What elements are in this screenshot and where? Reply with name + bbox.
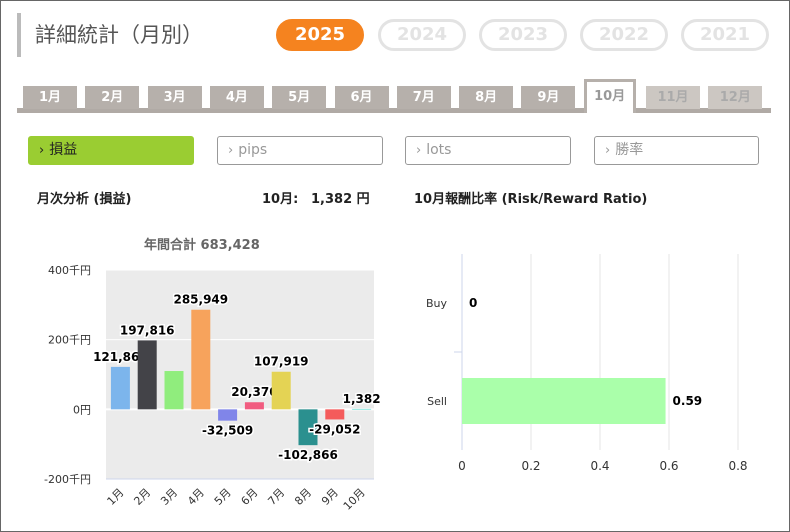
data-label: -102,866 bbox=[278, 448, 338, 462]
x-tick-label: 3月 bbox=[158, 486, 180, 508]
data-label: 1,382 bbox=[343, 392, 381, 406]
tab-month-9[interactable]: 9月 bbox=[521, 86, 576, 109]
bar-3月[interactable] bbox=[164, 371, 184, 410]
tab-month-5[interactable]: 5月 bbox=[272, 86, 327, 109]
chevron-right-icon: › bbox=[416, 143, 422, 158]
metric-label: 勝率 bbox=[615, 142, 644, 158]
x-tick-label: 1月 bbox=[105, 486, 127, 508]
metric-label: lots bbox=[426, 142, 452, 158]
data-label: 0.59 bbox=[673, 394, 703, 408]
metric-button-winrate[interactable]: › 勝率 bbox=[594, 136, 759, 165]
x-tick-label: 6月 bbox=[239, 486, 261, 508]
x-tick-label: 2月 bbox=[131, 486, 153, 508]
year-button-2021[interactable]: 2021 bbox=[681, 19, 769, 51]
x-tick-label: 5月 bbox=[212, 486, 234, 508]
x-tick-label: 8月 bbox=[292, 486, 314, 508]
x-tick-label: 0.4 bbox=[590, 459, 609, 473]
tab-month-1[interactable]: 1月 bbox=[23, 86, 77, 109]
current-month-value: 1,382 円 bbox=[311, 192, 370, 207]
x-tick-label: 0.8 bbox=[728, 459, 747, 473]
data-label: 20,370 bbox=[231, 385, 277, 399]
x-tick-label: 4月 bbox=[185, 486, 207, 508]
data-label: 197,816 bbox=[120, 323, 175, 337]
year-button-2025[interactable]: 2025 bbox=[276, 19, 364, 51]
x-tick-label: 10月 bbox=[341, 486, 368, 513]
year-button-2024[interactable]: 2024 bbox=[378, 19, 466, 51]
y-tick-label: 400千円 bbox=[48, 264, 91, 277]
tab-month-12[interactable]: 12月 bbox=[708, 86, 763, 109]
bar-10月[interactable] bbox=[352, 408, 372, 410]
rr-ratio-chart: 0 0.2 0.4 0.6 0.8 Buy 0 Sell 0.59 bbox=[426, 254, 748, 473]
metric-button-profit[interactable]: › 損益 bbox=[28, 136, 194, 165]
metric-button-lots[interactable]: › lots bbox=[405, 136, 571, 165]
tab-month-8[interactable]: 8月 bbox=[459, 86, 514, 109]
y-tick-label: -200千円 bbox=[44, 473, 91, 486]
x-tick-label: 7月 bbox=[265, 486, 287, 508]
x-tick-label: 0.2 bbox=[521, 459, 540, 473]
data-label: 0 bbox=[469, 296, 477, 310]
x-tick-label: 9月 bbox=[319, 486, 341, 508]
y-tick-label: 200千円 bbox=[48, 334, 91, 347]
monthly-analysis-heading: 月次分析 (損益) bbox=[37, 192, 132, 207]
data-label: 121,866 bbox=[93, 350, 148, 364]
bar-8月[interactable] bbox=[298, 409, 318, 446]
bar-5月[interactable] bbox=[218, 409, 238, 421]
chevron-right-icon: › bbox=[39, 143, 45, 158]
tab-month-6[interactable]: 6月 bbox=[334, 86, 389, 109]
data-label: 107,919 bbox=[254, 355, 309, 369]
monthly-pnl-chart: 400千円 200千円 0円 -200千円 121,866 1月 197,816 2月 3月 28… bbox=[44, 264, 382, 513]
chevron-right-icon: › bbox=[605, 143, 611, 158]
bar-4月[interactable] bbox=[191, 309, 211, 410]
data-label: -32,509 bbox=[202, 424, 253, 438]
page-title: 詳細統計（月別） bbox=[35, 23, 203, 47]
metric-label: 損益 bbox=[49, 142, 78, 158]
plot-band-negative bbox=[106, 409, 374, 479]
tab-month-11[interactable]: 11月 bbox=[646, 86, 700, 109]
tab-month-2[interactable]: 2月 bbox=[85, 86, 140, 109]
bar-Sell[interactable] bbox=[462, 378, 666, 424]
y-tick-label: Buy bbox=[426, 297, 448, 310]
bar-9月[interactable] bbox=[325, 409, 345, 420]
data-label: 285,949 bbox=[173, 293, 228, 307]
data-label: -29,052 bbox=[309, 422, 360, 436]
year-button-2023[interactable]: 2023 bbox=[479, 19, 567, 51]
tab-month-4[interactable]: 4月 bbox=[209, 86, 264, 109]
x-tick-label: 0.6 bbox=[659, 459, 678, 473]
y-tick-label: Sell bbox=[427, 395, 447, 408]
tab-month-7[interactable]: 7月 bbox=[396, 86, 451, 109]
x-tick-label: 0 bbox=[458, 459, 466, 473]
metric-button-pips[interactable]: › pips bbox=[217, 136, 383, 165]
year-button-2022[interactable]: 2022 bbox=[580, 19, 668, 51]
bar-1月[interactable] bbox=[110, 366, 130, 410]
tab-month-3[interactable]: 3月 bbox=[147, 86, 202, 109]
y-tick-label: 0円 bbox=[73, 403, 91, 416]
tab-month-10[interactable]: 10月 bbox=[583, 79, 636, 113]
bar-2月[interactable] bbox=[137, 340, 157, 410]
chevron-right-icon: › bbox=[228, 143, 234, 158]
rr-ratio-heading: 10月報酬比率 (Risk/Reward Ratio) bbox=[414, 192, 648, 207]
current-month-label: 10月: bbox=[262, 192, 299, 207]
metric-label: pips bbox=[238, 142, 268, 158]
bar-7月[interactable] bbox=[271, 371, 291, 410]
tab-underline bbox=[17, 108, 771, 113]
annual-total: 年間合計 683,428 bbox=[144, 238, 260, 253]
bar-6月[interactable] bbox=[244, 402, 264, 410]
title-bar: 詳細統計（月別） bbox=[17, 13, 203, 57]
